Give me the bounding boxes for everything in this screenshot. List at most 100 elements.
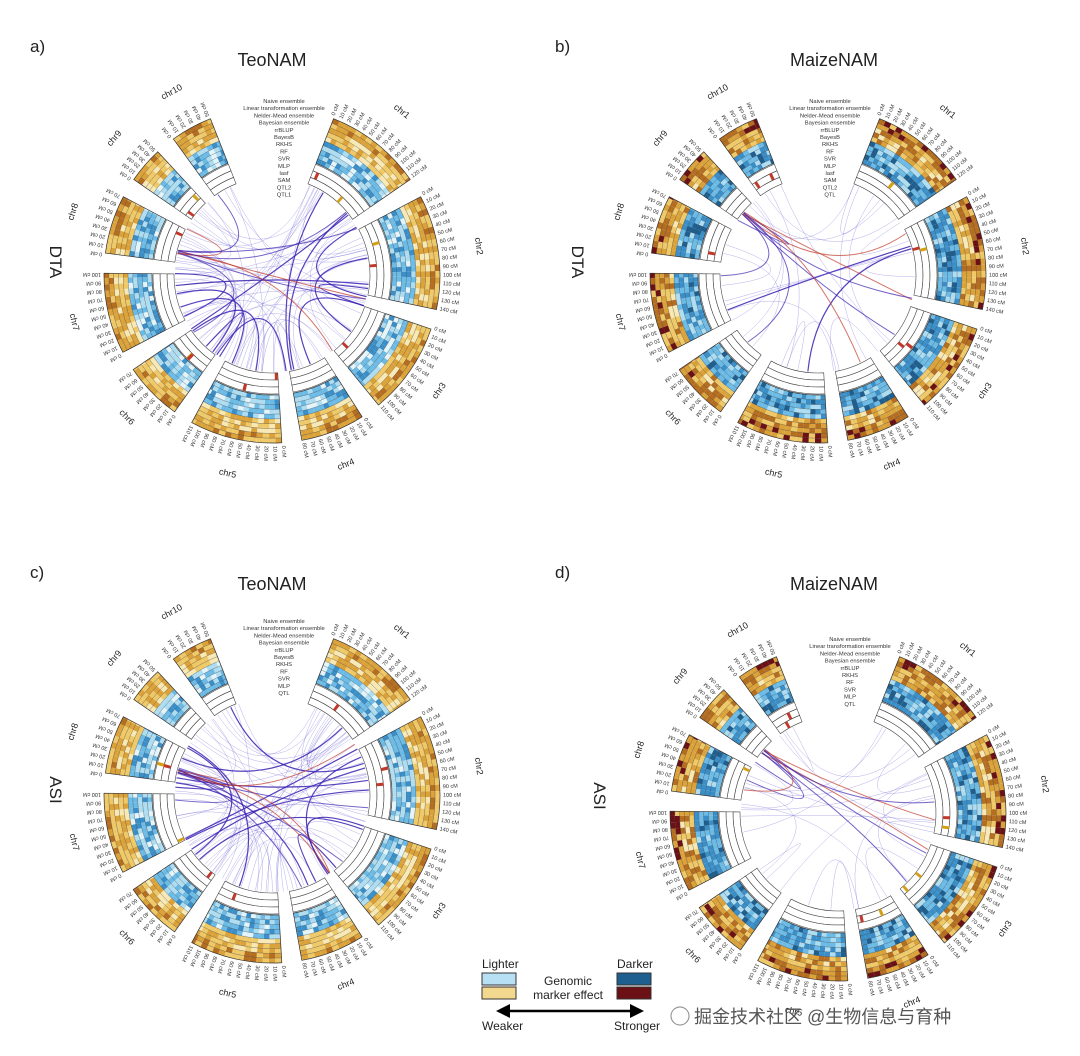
orange-cell bbox=[149, 357, 157, 365]
blue-cell bbox=[396, 281, 402, 287]
blue-cell bbox=[210, 153, 218, 160]
interaction-link bbox=[261, 281, 369, 372]
orange-cell bbox=[225, 426, 234, 434]
blue-cell bbox=[956, 266, 962, 272]
blue-cell bbox=[152, 323, 160, 331]
orange-cell bbox=[650, 277, 656, 285]
tick-label: 70 cM bbox=[309, 441, 318, 457]
tick-label: 100 cM bbox=[83, 271, 102, 277]
orange-cell bbox=[124, 200, 132, 208]
orange-cell bbox=[300, 429, 308, 436]
blue-cell bbox=[957, 805, 963, 811]
interaction-link bbox=[175, 272, 227, 317]
orange-cell bbox=[165, 389, 174, 397]
blue-cell bbox=[406, 266, 412, 272]
blue-cell bbox=[153, 313, 160, 320]
orange-cell bbox=[269, 943, 276, 949]
orange-cell bbox=[654, 273, 660, 278]
orange-cell bbox=[110, 295, 116, 303]
blue-cell bbox=[806, 394, 812, 400]
orange-cell bbox=[269, 953, 276, 959]
orange-cell bbox=[429, 809, 435, 817]
orange-cell bbox=[387, 386, 395, 395]
orange-cell bbox=[252, 417, 259, 424]
blue-cell bbox=[820, 404, 826, 410]
orange-cell bbox=[374, 163, 382, 172]
blue-cell bbox=[390, 285, 397, 292]
track-line bbox=[143, 214, 158, 259]
blue-cell bbox=[317, 404, 325, 411]
orange-cell bbox=[400, 180, 407, 185]
orange-cell bbox=[404, 215, 411, 223]
orange-cell bbox=[425, 233, 432, 242]
blue-cell bbox=[274, 924, 280, 930]
orange-cell bbox=[927, 164, 936, 173]
blue-cell bbox=[133, 314, 141, 321]
blue-cell bbox=[397, 318, 404, 325]
orange-cell bbox=[175, 396, 183, 405]
orange-cell bbox=[318, 424, 326, 432]
blue-cell bbox=[967, 814, 973, 821]
orange-cell bbox=[115, 223, 122, 231]
blue-cell bbox=[144, 227, 151, 234]
orange-cell bbox=[357, 137, 365, 145]
orange-cell bbox=[981, 798, 987, 805]
interaction-link bbox=[298, 297, 365, 365]
blue-cell bbox=[235, 394, 242, 401]
interaction-link bbox=[723, 253, 780, 347]
tick-label: 20 cM bbox=[808, 446, 815, 462]
blue-cell bbox=[138, 230, 145, 238]
blue-cell bbox=[401, 276, 407, 283]
blue-cell bbox=[250, 393, 257, 399]
orange-cell bbox=[193, 414, 199, 420]
orange-cell bbox=[417, 299, 424, 307]
tick-label: 80 cM bbox=[300, 963, 309, 979]
chromosome-frame bbox=[133, 151, 191, 208]
track-line bbox=[181, 131, 216, 151]
interaction-link bbox=[210, 187, 316, 351]
orange-cell bbox=[189, 148, 197, 156]
blue-cell bbox=[941, 291, 947, 297]
tick-label: 40 cM bbox=[981, 218, 997, 228]
orange-cell bbox=[262, 437, 270, 443]
blue-cell bbox=[144, 316, 151, 323]
blue-cell bbox=[957, 271, 962, 278]
blue-cell bbox=[301, 404, 308, 411]
orange-cell bbox=[927, 156, 935, 165]
tick-label: 30 cM bbox=[253, 965, 260, 981]
blue-cell bbox=[222, 400, 230, 407]
blue-cell bbox=[130, 298, 136, 305]
orange-cell bbox=[381, 156, 389, 165]
orange-cell bbox=[415, 277, 421, 283]
track-line bbox=[297, 396, 350, 417]
blue-cell bbox=[693, 273, 699, 278]
orange-cell bbox=[219, 425, 228, 432]
orange-cell bbox=[348, 415, 357, 424]
orange-cell bbox=[139, 205, 145, 209]
orange-cell bbox=[373, 155, 382, 164]
blue-cell bbox=[401, 222, 409, 230]
blue-cell bbox=[143, 327, 151, 335]
blue-cell bbox=[264, 919, 270, 925]
orange-cell bbox=[120, 243, 127, 250]
orange-cell bbox=[412, 198, 420, 207]
blue-cell bbox=[373, 351, 381, 359]
tick-label: 0 cM bbox=[826, 445, 833, 458]
orange-cell bbox=[221, 420, 229, 427]
orange-cell bbox=[189, 136, 197, 145]
orange-cell bbox=[344, 407, 352, 415]
blue-cell bbox=[396, 276, 402, 282]
orange-cell bbox=[157, 161, 165, 170]
blue-cell bbox=[810, 404, 816, 410]
chromosome-label: chr8 bbox=[611, 202, 626, 222]
tick-label: 20 cM bbox=[636, 230, 652, 239]
orange-cell bbox=[167, 165, 175, 173]
blue-cell bbox=[396, 266, 402, 273]
blue-cell bbox=[354, 373, 360, 379]
blue-cell bbox=[820, 413, 827, 419]
blue-cell bbox=[366, 373, 374, 381]
orange-cell bbox=[195, 122, 204, 130]
tick-label: 50 cM bbox=[90, 833, 106, 842]
